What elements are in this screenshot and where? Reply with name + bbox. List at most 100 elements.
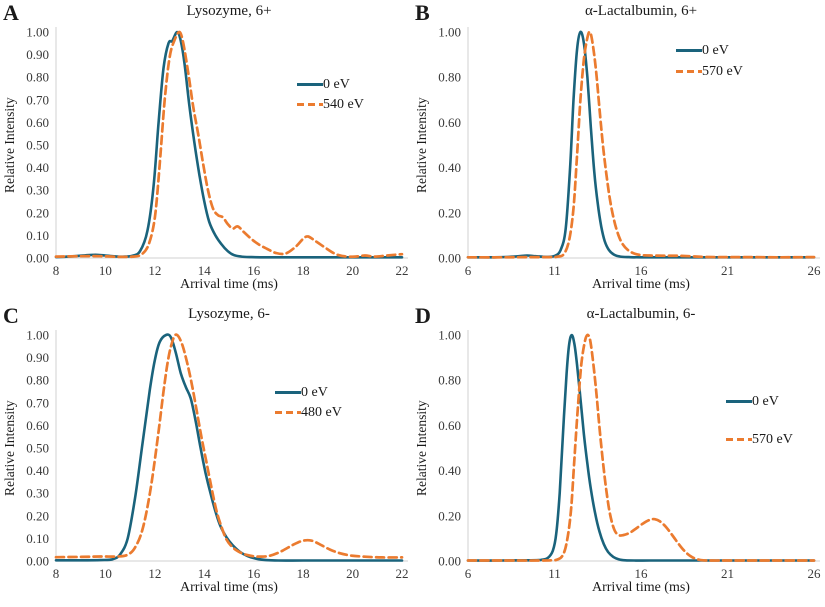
x-axis-title: Arrival time (ms) <box>592 277 690 292</box>
y-tick-label: 0.80 <box>438 373 461 388</box>
panel-title: Lysozyme, 6- <box>188 306 270 322</box>
y-tick-label: 0.40 <box>438 160 461 175</box>
panel-b: B α-Lactalbumin, 6+ Relative Intensity 0… <box>412 0 825 303</box>
y-tick-label: 0.80 <box>26 70 49 85</box>
series-curve-0-ev <box>466 30 816 259</box>
legend-label: 0 eV <box>702 42 729 58</box>
x-tick-label: 10 <box>99 566 112 581</box>
x-tick-label: 22 <box>396 566 409 581</box>
legend-item: 540 eV <box>297 96 364 113</box>
x-tick-label: 20 <box>346 566 359 581</box>
plot-area: 0.00 0.20 0.40 0.60 0.80 1.00 6 11 16 21 26 <box>438 25 821 279</box>
x-tick-label: 16 <box>247 263 261 278</box>
x-tick-label: 16 <box>635 263 649 278</box>
y-tick-label: 0.00 <box>26 251 49 266</box>
panel-title: α-Lactalbumin, 6+ <box>584 3 698 19</box>
plot-area: 0.00 0.20 0.40 0.60 0.80 1.00 6 11 16 21 26 <box>438 328 822 582</box>
legend-line-solid-icon <box>297 83 323 86</box>
legend-item: 0 eV <box>676 42 743 59</box>
legend: 0 eV 570 eV <box>726 393 793 448</box>
series-curve-0-ev <box>466 333 816 562</box>
legend-label: 0 eV <box>752 393 779 409</box>
panel-a: A Lysozyme, 6+ Relative Intensity 0.00 0.… <box>0 0 412 303</box>
x-tick-label: 26 <box>808 566 822 581</box>
y-tick-label: 0.80 <box>438 70 461 85</box>
y-tick-label: 0.70 <box>26 395 49 410</box>
x-tick-label: 6 <box>465 566 472 581</box>
x-tick-label: 12 <box>148 566 161 581</box>
x-axis-title: Arrival time (ms) <box>180 277 278 292</box>
y-tick-label: 0.00 <box>438 251 461 266</box>
legend-line-dashed-icon <box>297 103 323 106</box>
y-tick-label: 0.60 <box>26 115 49 130</box>
x-tick-label: 14 <box>198 566 212 581</box>
y-tick-label: 0.40 <box>26 463 49 478</box>
legend-line-solid-icon <box>726 400 752 403</box>
legend-label: 570 eV <box>752 431 793 447</box>
panel-letter-a: A <box>3 0 20 25</box>
panel-letter-c: C <box>3 303 20 328</box>
y-tick-label: 0.20 <box>438 508 461 523</box>
x-tick-label: 12 <box>148 263 161 278</box>
x-tick-label: 10 <box>99 263 112 278</box>
legend-item: 0 eV <box>275 384 342 401</box>
legend-label: 0 eV <box>323 76 350 92</box>
y-tick-label: 0.50 <box>26 138 49 153</box>
y-tick-label: 0.00 <box>26 554 49 569</box>
legend-label: 540 eV <box>323 96 364 112</box>
x-tick-label: 14 <box>198 263 212 278</box>
legend: 0 eV 570 eV <box>676 42 743 80</box>
x-tick-label: 18 <box>297 263 310 278</box>
legend-item: 480 eV <box>275 404 342 421</box>
y-tick-label: 0.20 <box>26 205 49 220</box>
legend-item: 0 eV <box>297 76 364 93</box>
y-tick-label: 0.60 <box>438 418 461 433</box>
y-tick-label: 0.60 <box>438 115 461 130</box>
y-tick-label: 0.70 <box>26 92 49 107</box>
legend-item: 0 eV <box>726 393 793 410</box>
x-tick-label: 6 <box>465 263 472 278</box>
x-tick-label: 20 <box>346 263 359 278</box>
legend-item: 570 eV <box>726 431 793 448</box>
y-tick-label: 0.40 <box>26 160 49 175</box>
series-curve-480-ev <box>54 333 404 559</box>
legend-label: 480 eV <box>301 404 342 420</box>
legend-label: 0 eV <box>301 384 328 400</box>
legend-line-solid-icon <box>676 49 702 52</box>
legend: 0 eV 540 eV <box>297 76 364 113</box>
x-axis-title: Arrival time (ms) <box>592 580 690 595</box>
x-tick-label: 21 <box>721 566 734 581</box>
x-tick-label: 11 <box>548 263 561 278</box>
y-tick-label: 0.50 <box>26 441 49 456</box>
plot-area: 0.00 0.10 0.20 0.30 0.40 0.50 0.60 0.70 0.80 0.90… <box>26 25 409 279</box>
series-curve-570-ev <box>466 333 816 562</box>
y-tick-label: 0.10 <box>26 228 49 243</box>
legend-line-solid-icon <box>275 391 301 394</box>
y-tick-label: 1.00 <box>438 328 461 343</box>
panel-letter-d: D <box>415 303 432 328</box>
legend-line-dashed-icon <box>726 438 752 441</box>
x-tick-label: 8 <box>53 263 60 278</box>
legend-line-dashed-icon <box>275 411 301 414</box>
y-tick-label: 0.90 <box>26 350 49 365</box>
y-tick-label: 1.00 <box>438 25 461 40</box>
x-tick-label: 8 <box>53 566 60 581</box>
legend: 0 eV 480 eV <box>275 384 342 421</box>
x-tick-label: 22 <box>396 263 409 278</box>
y-tick-label: 0.00 <box>438 554 461 569</box>
legend-label: 570 eV <box>702 63 743 79</box>
y-tick-label: 0.30 <box>26 183 49 198</box>
legend-line-dashed-icon <box>676 70 702 73</box>
x-axis-title: Arrival time (ms) <box>180 580 278 595</box>
panel-title: α-Lactalbumin, 6- <box>586 306 696 322</box>
x-tick-label: 18 <box>297 566 310 581</box>
y-tick-label: 0.60 <box>26 418 49 433</box>
y-tick-label: 0.10 <box>26 531 49 546</box>
y-tick-label: 0.80 <box>26 373 49 388</box>
y-tick-label: 0.30 <box>26 486 49 501</box>
y-tick-label: 0.20 <box>26 508 49 523</box>
y-tick-label: 0.40 <box>438 463 461 478</box>
y-tick-label: 1.00 <box>26 25 49 40</box>
series-curve-540-ev <box>54 30 404 259</box>
